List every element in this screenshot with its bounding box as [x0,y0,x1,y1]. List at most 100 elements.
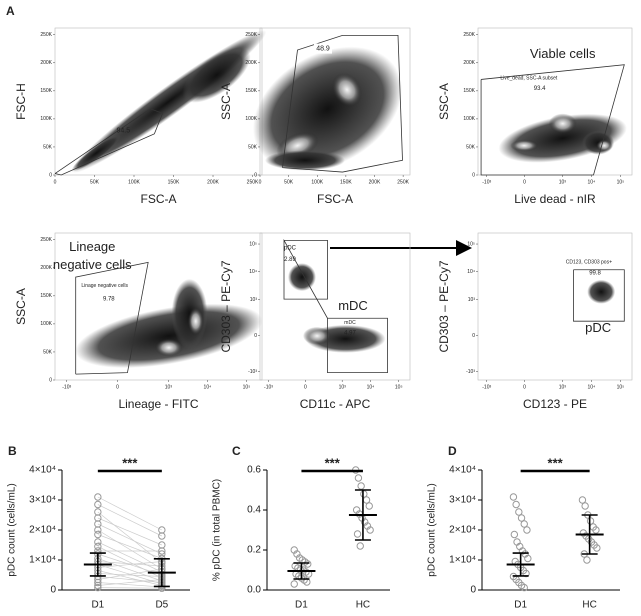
x-tick-label: D1 [514,600,527,611]
pair-line [97,582,162,588]
y-tick-label: -10³ [466,369,475,375]
y-tick-label: 0 [254,333,257,339]
data-point [362,496,371,504]
data-point [515,508,523,516]
y-tick-label: 250K [40,32,52,38]
pair-line [97,568,162,580]
x-tick-label: 200K [369,179,381,185]
data-point [354,474,363,482]
y-tick-label: 200K [40,60,52,66]
y-tick-label: 250K [463,32,475,38]
y-tick-label: 100K [40,321,52,327]
pair-line [97,561,162,567]
data-point [510,530,519,539]
x-tick-label: 10⁵ [395,384,403,390]
gate-label: 94.5 [116,128,130,135]
data-point [509,493,518,501]
y-tick-label: 0 [50,585,56,596]
x-tick-label: -10³ [264,384,273,390]
x-tick-label: 10⁵ [617,179,625,185]
data-point [94,500,102,509]
y-tick-label: 10⁵ [467,241,475,247]
gate-label: 4.97 [344,331,356,337]
gate-label: negative cells [53,257,132,272]
x-tick-label: 150K [168,179,180,185]
gate [480,64,625,176]
gate-label: 99.8 [589,270,601,276]
gate-label: mDC [344,320,356,326]
data-point [520,520,528,528]
panel-label: D [448,444,457,458]
data-point [520,583,528,592]
x-axis-label: Lineage - FITC [118,397,198,411]
pair-line [97,511,163,564]
y-tick-label: -10³ [248,369,257,375]
data-point [512,500,520,509]
data-point [581,502,589,510]
density-blob [288,263,316,292]
pair-line [97,587,162,589]
data-point [290,580,298,588]
y-tick-label: 10³ [250,297,258,303]
gate-label: mDC [338,298,368,313]
density-blob [548,113,577,134]
significance: *** [122,455,138,470]
density-blob [71,134,121,172]
pair-line [97,504,162,537]
data-point [304,560,312,568]
x-tick-label: 250K [397,179,409,185]
x-axis-label: Live dead - nIR [514,192,596,206]
x-axis-label: FSC-A [317,192,353,206]
data-point [592,526,600,534]
y-tick-label: 4×10⁴ [449,465,476,476]
x-tick-label: D5 [155,600,168,611]
gate-label: 93.4 [534,86,546,92]
y-tick-label: 100K [245,116,257,122]
panel-label: A [6,4,15,18]
y-axis-label: pDC count (cells/mL) [7,483,18,576]
x-tick-label: 10³ [165,384,173,390]
y-tick-label: 150K [40,88,52,94]
significance: *** [325,455,341,470]
data-point [94,542,102,551]
y-axis-label: CD303 – PE-Cy7 [219,260,233,352]
data-point [583,556,591,564]
y-tick-label: 250K [40,237,52,243]
data-point [357,482,365,490]
y-tick-label: 150K [463,88,475,94]
density-blob [187,307,204,336]
y-tick-label: 200K [245,60,257,66]
y-tick-label: 150K [40,293,52,299]
x-tick-label: 0 [304,384,307,390]
y-axis-label: SSC-A [14,288,28,325]
y-tick-label: 250K [245,32,257,38]
gate [75,261,149,375]
significance: *** [548,455,564,470]
data-point [366,526,374,534]
data-point [517,514,526,522]
y-axis-label: SSC-A [219,83,233,120]
x-tick-label: 0 [523,179,526,185]
data-point [94,581,102,590]
y-tick-label: 50K [43,349,53,355]
y-tick-label: 3×10⁴ [29,495,56,506]
x-tick-label: 10³ [559,179,567,185]
pair-line [97,541,162,573]
x-tick-label: 10³ [559,384,567,390]
data-point [586,517,595,525]
x-axis-label: CD123 - PE [523,397,587,411]
plot-frame [477,232,633,381]
x-tick-label: 150K [340,179,352,185]
y-tick-label: 0.4 [247,505,261,516]
x-tick-label: -10³ [482,384,491,390]
data-point [524,554,532,563]
x-axis-label: CD11c - APC [300,397,371,411]
data-point [365,502,373,510]
density-blob [154,338,183,357]
x-axis-label: FSC-A [141,192,177,206]
y-tick-label: 2×10⁴ [449,525,476,536]
y-tick-label: 1×10⁴ [29,555,56,566]
gate-label: Live_dead, SSC-A subset [500,75,558,81]
pair-line [97,561,162,568]
y-tick-label: 10⁴ [467,269,475,275]
